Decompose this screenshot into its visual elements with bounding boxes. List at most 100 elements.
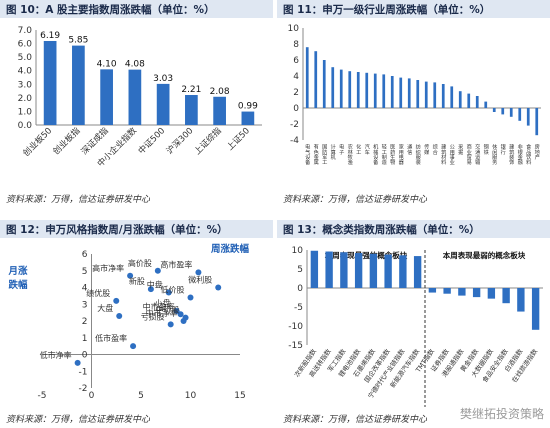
fig12-point xyxy=(154,267,161,274)
fig11-category-label: 国防军工 xyxy=(321,144,327,166)
fig13-y-tick-label: 10 xyxy=(292,246,304,256)
fig11-y-tick-label: 8 xyxy=(293,40,299,50)
fig12-y-tick-label: 6 xyxy=(82,250,88,260)
fig10-category-label: 上证50 xyxy=(225,126,252,153)
fig11-category-label: 有色金属 xyxy=(312,143,318,167)
fig10-value-label: 2.21 xyxy=(181,85,201,95)
fig12-header: 图 12：申万风格指数周/月涨跌幅（单位：%） xyxy=(0,220,273,238)
fig13-bar xyxy=(487,288,496,299)
fig11-bar xyxy=(365,72,369,108)
fig10-category-label: 创业板指 xyxy=(51,125,83,157)
fig11-category-label: 非银金融 xyxy=(516,143,522,167)
fig11-category-label: 食品饮料 xyxy=(525,143,531,167)
fig10-y-tick-label: 2.0 xyxy=(18,94,33,104)
fig10-value-label: 3.03 xyxy=(153,74,173,84)
fig10-bar xyxy=(241,111,255,125)
fig11-chart: -4 -2 0 2 4 6 8 10 电气设备 有色金属 国防军工 计算机 电子 农林牧渔 化工 汽车 机械设备… xyxy=(288,24,541,167)
fig11-bar xyxy=(475,96,479,108)
fig12-point xyxy=(173,307,180,314)
fig10-category-label: 上证综指 xyxy=(192,125,224,157)
fig12-x-tick-label: 10 xyxy=(185,391,197,401)
fig12-point xyxy=(127,272,134,279)
fig11-title: 图 11：申万一级行业周涨跌幅（单位：%） xyxy=(283,4,491,16)
fig12-point xyxy=(113,297,120,304)
fig11-bar xyxy=(458,91,462,108)
fig11-y-tick-label: 0 xyxy=(293,104,299,114)
fig12-point xyxy=(195,269,202,276)
fig10-value-label: 5.85 xyxy=(68,36,88,46)
fig11-bar xyxy=(305,47,309,108)
fig10-title: 图 10：A 股主要指数周涨跌幅（单位：%） xyxy=(6,4,215,16)
fig11-bar xyxy=(416,80,420,108)
fig11-bar xyxy=(331,67,335,108)
fig12-y-tick-label: 3 xyxy=(82,300,88,310)
fig12-y-tick-label: 1 xyxy=(82,334,88,344)
fig12-point-label: 低价股 xyxy=(161,285,185,295)
fig12-point-label: 绩优股 xyxy=(86,288,110,298)
fig12-point-label: 微利股 xyxy=(188,275,212,285)
fig13-annotation-strong: 本周表现最强的概念板块 xyxy=(324,250,408,260)
fig13-bar xyxy=(310,250,319,288)
fig12-point xyxy=(215,284,222,291)
fig12-y-tick-label: 5 xyxy=(82,267,88,277)
fig11-category-label: 汽车 xyxy=(363,143,369,156)
fig11-bar xyxy=(509,108,513,117)
fig12-point-label: 高市盈率 xyxy=(160,259,192,269)
fig12-x-tick-label: 5 xyxy=(138,391,144,401)
fig11-category-label: 化工 xyxy=(355,143,361,155)
fig11-bar xyxy=(314,51,318,108)
fig12-source: 资料来源：万得，信达证券研发中心 xyxy=(6,415,151,425)
fig13-bar xyxy=(399,255,407,288)
fig12-point-label: 新股 xyxy=(129,276,145,286)
fig12-y-axis-title-2: 跌幅 xyxy=(8,279,28,291)
fig13-annotation-weak: 本周表现最弱的概念板块 xyxy=(442,250,526,260)
fig13-y-tick-label: -10 xyxy=(288,322,303,332)
fig11-bar xyxy=(322,60,326,108)
watermark: 樊继拓投资策略 xyxy=(459,407,544,421)
fig10-value-label: 6.19 xyxy=(40,31,60,41)
fig11-panel: 图 11：申万一级行业周涨跌幅（单位：%） -4 -2 0 2 4 6 8 10 电气设备 有色金… xyxy=(277,0,550,208)
fig10-value-label: 2.08 xyxy=(210,87,230,97)
fig13-bar xyxy=(354,253,363,288)
fig11-category-label: 房地产 xyxy=(534,143,540,161)
fig13-y-tick-label: -5 xyxy=(294,303,303,313)
fig11-y-tick-label: -2 xyxy=(290,120,299,130)
fig11-category-label: 综合 xyxy=(431,143,437,156)
fig11-y-tick-label: 10 xyxy=(288,24,300,34)
fig11-category-label: 休闲服务 xyxy=(491,143,497,167)
fig13-bar xyxy=(531,288,540,330)
fig12-point-label: 小盘 xyxy=(155,298,171,308)
fig10-y-tick-label: 7.0 xyxy=(18,26,33,36)
fig12-x-tick-label: 15 xyxy=(234,391,245,401)
fig12-point xyxy=(177,311,184,318)
fig11-category-label: 银行 xyxy=(499,143,505,156)
fig10-value-label: 4.10 xyxy=(97,59,117,69)
fig11-bar xyxy=(501,108,505,115)
fig11-bar xyxy=(348,71,352,108)
fig11-y-tick-label: 6 xyxy=(293,56,299,66)
fig12-point-label: 中盘 xyxy=(147,280,163,290)
fig12-x-tick-label: -5 xyxy=(38,391,47,401)
fig11-category-label: 轻工制造 xyxy=(380,143,386,167)
fig12-y-tick-label: -1 xyxy=(79,367,88,377)
fig11-bar xyxy=(399,77,403,108)
fig11-bar xyxy=(441,84,445,108)
fig12-y-tick-label: 4 xyxy=(82,284,88,294)
fig10-y-tick-label: 5.0 xyxy=(18,53,33,63)
fig12-point-label: 低市盈率 xyxy=(95,333,127,343)
fig12-x-axis-title: 周涨跌幅 xyxy=(211,243,250,255)
fig13-source: 资料来源：万得，信达证券研发中心 xyxy=(283,415,428,425)
fig10-category-label: 沪深300 xyxy=(164,125,195,156)
fig12-point-label: 大盘 xyxy=(97,303,113,313)
fig11-category-label: 交通运输 xyxy=(474,143,480,167)
fig13-panel: 图 13：概念类指数周涨跌幅（单位：%） -15 -10 -5 0 5 10 本周表现最强的… xyxy=(277,220,550,428)
fig11-y-tick-label: -4 xyxy=(290,136,299,146)
fig10-bar xyxy=(43,40,57,125)
fig13-y-tick-label: 5 xyxy=(297,265,303,275)
fig11-y-tick-label: 2 xyxy=(293,88,299,98)
fig12-point xyxy=(187,294,194,301)
fig13-bar xyxy=(472,288,481,298)
fig11-bar xyxy=(433,82,437,108)
fig12-point-label: 中市净率 xyxy=(146,308,178,318)
